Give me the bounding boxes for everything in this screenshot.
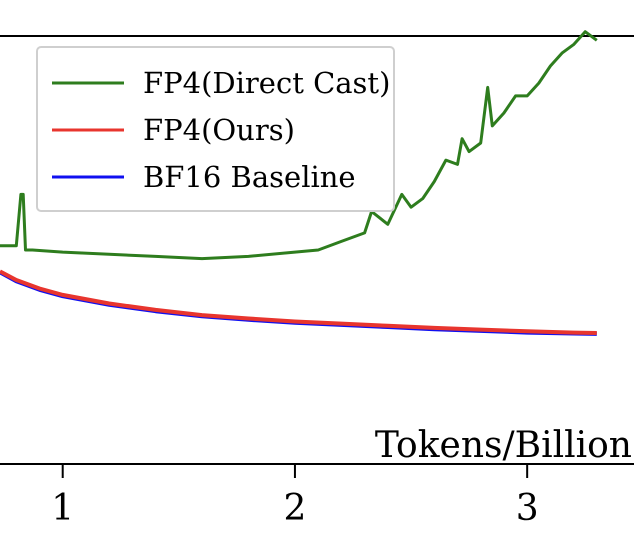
legend-label-fp4-direct: FP4(Direct Cast) — [143, 66, 390, 100]
legend: FP4(Direct Cast) FP4(Ours) BF16 Baseline — [36, 46, 395, 212]
series-line-fp4-ours — [0, 269, 597, 335]
series-line-fp4-direct-cast — [0, 30, 598, 261]
legend-label-fp4-ours: FP4(Ours) — [143, 113, 295, 147]
x-tick-label: 1 — [51, 488, 74, 529]
x-ticks: 1 2 3 — [51, 464, 539, 529]
series-layer — [0, 30, 598, 336]
legend-box — [36, 46, 395, 212]
series-line-bf16-baseline — [0, 270, 597, 336]
x-tick-label: 3 — [516, 488, 539, 529]
x-tick-label: 2 — [283, 488, 306, 529]
legend-label-bf16: BF16 Baseline — [143, 160, 356, 194]
x-axis-label: Tokens/Billion — [375, 425, 632, 466]
